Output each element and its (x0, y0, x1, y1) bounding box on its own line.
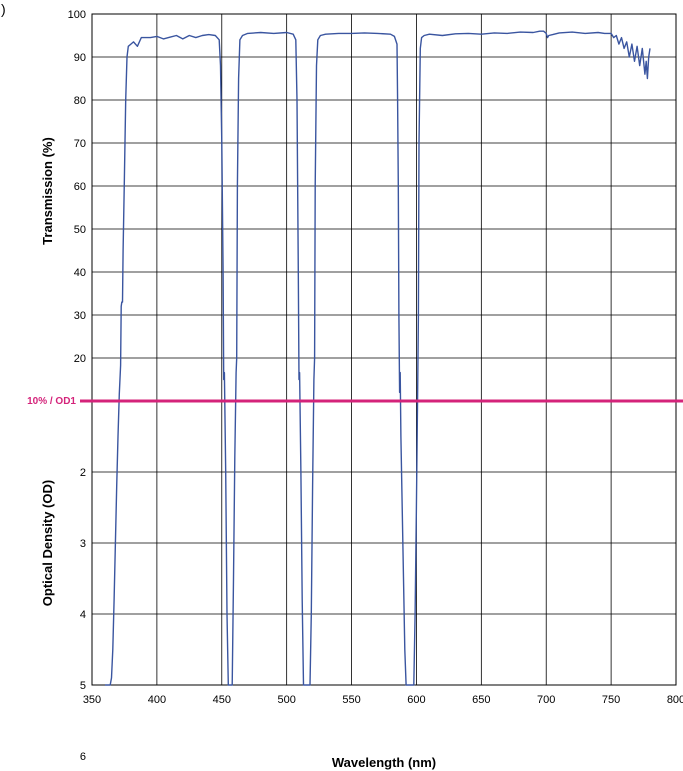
x-tick-label: 600 (407, 694, 425, 706)
x-tick-label: 350 (83, 694, 101, 706)
y-tick-label-od: 4 (80, 609, 86, 621)
x-tick-label: 750 (602, 694, 620, 706)
y-tick-label-transmission: 60 (74, 181, 86, 193)
y-tick-label-transmission: 70 (74, 138, 86, 150)
y-axis-title-transmission: Transmission (%) (40, 137, 55, 245)
y-tick-label-od: 6 (80, 751, 86, 763)
y-top-tick-labels: 100 90 80 70 60 50 40 30 20 (68, 9, 86, 365)
y-tick-label-od: 3 (80, 538, 86, 550)
y-bottom-tick-labels: 2 3 4 5 6 (80, 467, 86, 763)
y-tick-label-transmission: 30 (74, 310, 86, 322)
x-tick-label: 700 (537, 694, 555, 706)
y-tick-label-transmission: 90 (74, 52, 86, 64)
x-tick-label: 500 (277, 694, 295, 706)
y-tick-label-transmission: 50 (74, 224, 86, 236)
y-tick-label-transmission: 40 (74, 267, 86, 279)
x-tick-label: 800 (667, 694, 683, 706)
y-tick-label-transmission: 100 (68, 9, 86, 21)
x-tick-label: 550 (342, 694, 360, 706)
x-tick-label: 450 (213, 694, 231, 706)
plot-frame (91, 13, 677, 686)
y-tick-label-transmission: 20 (74, 353, 86, 365)
y-axis-title-optical-density: Optical Density (OD) (40, 480, 55, 606)
panel-label: ) (1, 1, 6, 17)
x-axis-title: Wavelength (nm) (332, 755, 436, 770)
y-tick-label-transmission: 80 (74, 95, 86, 107)
x-tick-label: 400 (148, 694, 166, 706)
transmission-series-line (104, 30, 651, 686)
x-tick-labels: 350 400 450 500 550 600 650 700 750 800 (83, 694, 683, 706)
y-tick-label-od: 5 (80, 680, 86, 692)
grid (92, 14, 676, 685)
y-tick-label-od: 2 (80, 467, 86, 479)
x-tick-label: 650 (472, 694, 490, 706)
reference-line-label: 10% / OD1 (27, 396, 76, 407)
